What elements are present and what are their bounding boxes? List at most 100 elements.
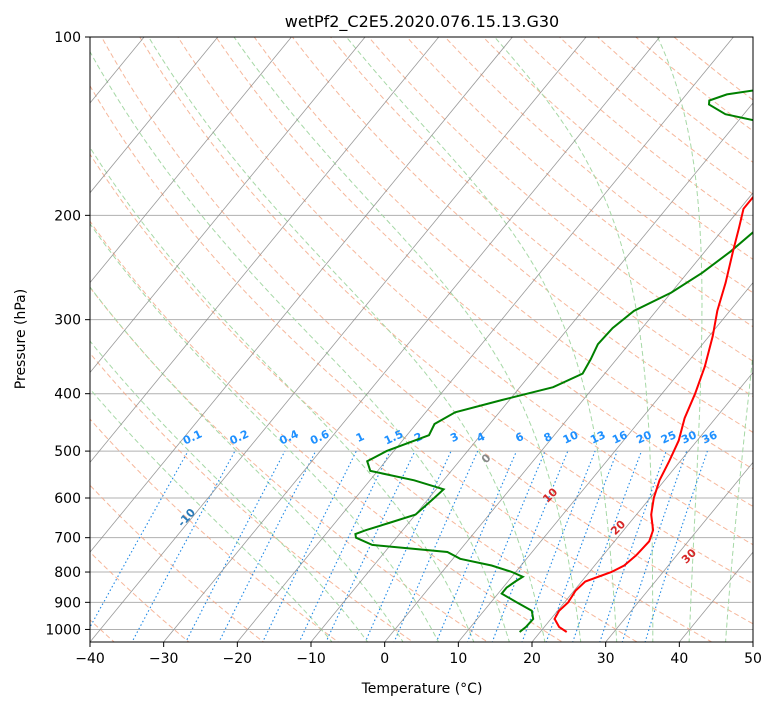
plot-frame: [89, 36, 754, 643]
mixing-ratio-label: 0.4: [277, 427, 300, 447]
moist-adiabat: [90, 388, 333, 642]
isotherm: [90, 37, 513, 553]
dry-adiabat: [291, 37, 753, 433]
mixing-ratio-line: [364, 450, 452, 642]
mixing-ratio-label: 6: [513, 430, 526, 445]
isotherm: [163, 37, 661, 642]
temperature-profile-line: [553, 195, 753, 633]
isotherm: [237, 37, 734, 642]
moist-adiabat-label: 40: [752, 572, 772, 592]
dry-adiabat: [90, 418, 340, 642]
chart-title: wetPf2_C2E5.2020.076.15.13.G30: [285, 12, 559, 32]
mixing-ratio-line: [545, 450, 618, 642]
x-tick-label: 40: [670, 651, 688, 667]
dry-adiabats: [90, 37, 753, 642]
dry-adiabat: [90, 153, 639, 642]
isotherm: [0, 37, 70, 642]
moist-adiabat: [90, 146, 475, 642]
dry-adiabat: [406, 37, 753, 328]
x-tick-label: 50: [744, 651, 762, 667]
moist-adiabat: [90, 286, 404, 642]
dry-adiabat: [215, 37, 753, 508]
dry-adiabat: [635, 37, 753, 132]
x-axis-ticks: −40 −30 −20 −10 0 10 20 30 40 50: [75, 642, 762, 667]
dry-adiabat: [90, 84, 713, 642]
isotherm: [531, 371, 753, 642]
pressure-gridlines: [90, 37, 753, 630]
mixing-ratio-lines: [90, 450, 708, 642]
mixing-ratio-label: 25: [659, 428, 678, 446]
y-axis-ticks: 100 200 300 400 500 600 700 800 900 1000: [45, 30, 90, 638]
y-tick-label: 700: [54, 531, 81, 547]
moist-adiabat: [90, 222, 440, 642]
mixing-ratio-line: [185, 450, 286, 642]
moist-adiabat: [494, 37, 654, 642]
moist-adiabat: [233, 37, 582, 642]
y-tick-label: 200: [54, 208, 81, 224]
dry-adiabat: [368, 37, 753, 362]
mixing-ratio-line: [298, 450, 391, 642]
moist-adiabat-label: 10: [540, 485, 560, 505]
dry-adiabat: [558, 37, 753, 195]
mixing-ratio-label: 0.2: [228, 427, 251, 447]
mixing-ratio-line: [435, 450, 518, 642]
y-tick-label: 1000: [45, 622, 81, 638]
dry-adiabat: [444, 37, 753, 294]
isotherm: [90, 37, 587, 642]
mixing-ratio-line: [491, 450, 569, 642]
mixing-ratio-line: [521, 450, 596, 642]
dry-adiabat: [90, 484, 265, 642]
mixing-ratio-label: 20: [634, 428, 654, 446]
dry-adiabat: [90, 352, 414, 642]
dry-adiabat: [177, 37, 753, 546]
x-tick-label: −20: [223, 651, 253, 667]
isotherm: [90, 37, 292, 284]
mixing-ratio-label: 0.6: [308, 427, 331, 447]
x-tick-label: 30: [597, 651, 615, 667]
y-tick-label: 900: [54, 595, 81, 611]
y-tick-label: 100: [54, 30, 81, 46]
y-tick-label: 500: [54, 444, 81, 460]
isotherm: [605, 461, 753, 642]
mixing-ratio-label: 0.1: [181, 427, 204, 447]
dry-adiabat: [482, 37, 753, 260]
y-tick-label: 600: [54, 491, 81, 507]
mixing-ratio-line: [218, 450, 317, 642]
isotherms: [0, 37, 753, 642]
mixing-ratio-label: 4: [475, 430, 488, 445]
dry-adiabat: [329, 37, 753, 398]
y-axis-label: Pressure (hPa): [13, 289, 29, 389]
mixing-ratio-line: [262, 450, 357, 642]
mixing-ratio-label: 3: [448, 430, 460, 445]
moist-adiabat: [90, 340, 369, 642]
mixing-ratio-label: 1: [354, 430, 366, 445]
x-tick-label: 0: [380, 651, 389, 667]
isotherm: [90, 37, 366, 374]
isotherm: [384, 192, 753, 642]
x-tick-label: 20: [523, 651, 541, 667]
mixing-ratio-label: 16: [610, 428, 630, 446]
mixing-ratio-label: 10: [561, 428, 581, 446]
x-tick-label: −40: [75, 651, 105, 667]
isotherm: [458, 282, 753, 642]
y-tick-label: 300: [54, 313, 81, 329]
mixing-ratio-line: [644, 450, 708, 642]
dry-adiabat: [90, 551, 190, 642]
x-axis-label: Temperature (°C): [361, 681, 483, 697]
mixing-ratio-label: 13: [588, 428, 607, 446]
moist-adiabat: [346, 37, 618, 642]
dry-adiabat: [253, 37, 753, 470]
x-tick-label: −30: [149, 651, 179, 667]
mixing-ratio-line: [90, 450, 189, 629]
dry-adiabat: [520, 37, 753, 228]
x-tick-label: −10: [296, 651, 326, 667]
mixing-ratio-label: 36: [700, 428, 720, 446]
mixing-ratio-line: [131, 450, 236, 642]
isotherm: [90, 37, 219, 194]
isotherm: [752, 641, 753, 642]
moist-adiabat: [725, 349, 753, 642]
dry-adiabat: [101, 37, 753, 625]
isotherm: [310, 102, 753, 642]
moist-adiabats: [90, 37, 753, 642]
